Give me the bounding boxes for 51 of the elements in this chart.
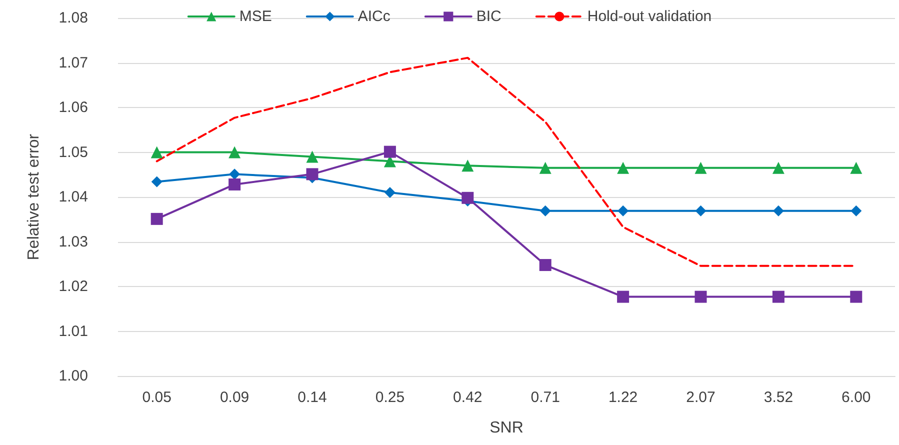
point bbox=[695, 205, 706, 216]
y-tick-label: 1.02 bbox=[58, 278, 88, 295]
point bbox=[384, 187, 396, 198]
legend-label: AICc bbox=[358, 8, 391, 25]
point bbox=[540, 205, 551, 216]
x-tick-label: 0.25 bbox=[375, 389, 405, 406]
point bbox=[617, 290, 630, 303]
point bbox=[151, 176, 162, 188]
point bbox=[617, 162, 630, 174]
y-tick-label: 1.01 bbox=[58, 322, 88, 340]
x-tick-label: 0.71 bbox=[530, 389, 560, 406]
point bbox=[384, 146, 396, 158]
point bbox=[694, 290, 707, 303]
point bbox=[306, 150, 318, 163]
point bbox=[772, 205, 784, 216]
point bbox=[228, 146, 241, 158]
x-axis-title: SNR bbox=[490, 420, 524, 436]
y-tick-label: 1.08 bbox=[58, 10, 88, 26]
point bbox=[150, 212, 163, 225]
y-tick-label: 1.00 bbox=[58, 368, 88, 384]
x-tick-label: 1.22 bbox=[608, 389, 638, 406]
y-tick-label: 1.05 bbox=[58, 144, 88, 161]
legend-label: MSE bbox=[239, 8, 272, 25]
x-tick-label: 0.05 bbox=[142, 389, 172, 406]
point bbox=[618, 205, 629, 216]
point bbox=[772, 290, 784, 303]
y-tick-label: 1.03 bbox=[58, 233, 88, 250]
point bbox=[229, 168, 240, 180]
x-tick-label: 0.14 bbox=[298, 389, 327, 406]
point bbox=[539, 162, 552, 174]
y-tick-label: 1.06 bbox=[58, 99, 88, 116]
point bbox=[850, 290, 862, 303]
point bbox=[306, 168, 318, 180]
point bbox=[150, 146, 163, 158]
legend-label: BIC bbox=[476, 8, 502, 25]
y-tick-label: 1.04 bbox=[58, 188, 88, 206]
x-tick-label: 6.00 bbox=[842, 389, 871, 406]
legend-label: Hold-out validation bbox=[587, 8, 712, 25]
point bbox=[228, 178, 241, 190]
x-tick-label: 0.09 bbox=[220, 389, 250, 406]
point bbox=[850, 162, 862, 174]
x-tick-label: 2.07 bbox=[686, 389, 716, 406]
point bbox=[850, 205, 862, 216]
point bbox=[772, 162, 784, 174]
point bbox=[694, 162, 707, 174]
point bbox=[539, 259, 552, 272]
y-axis-title: Relative test error bbox=[26, 133, 42, 260]
x-tick-label: 0.42 bbox=[453, 389, 482, 406]
x-tick-label: 3.52 bbox=[764, 389, 794, 406]
y-tick-label: 1.07 bbox=[58, 54, 88, 72]
point bbox=[462, 160, 474, 172]
